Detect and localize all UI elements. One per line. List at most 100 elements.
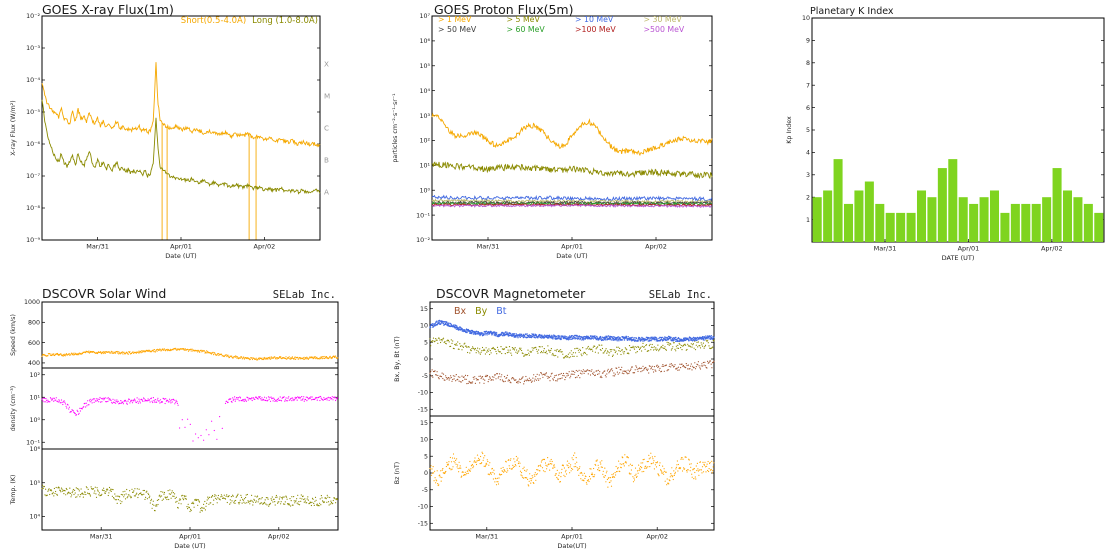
svg-text:10⁻⁵: 10⁻⁵ xyxy=(26,109,40,116)
svg-text:1: 1 xyxy=(806,217,810,224)
proton-legend-item-100mev: >100 MeV xyxy=(575,25,616,34)
wind-chart-title: DSCOVR Solar Wind xyxy=(42,286,167,301)
svg-text:8: 8 xyxy=(806,60,810,67)
svg-text:A: A xyxy=(324,187,329,196)
svg-text:10⁷: 10⁷ xyxy=(419,13,430,20)
mag-plot-canvas: -15 -10 -5 0 5 10 15 Bx, By, Bt (nT) -15 -10 -5 0 5 1… xyxy=(394,301,715,550)
svg-text:10⁴: 10⁴ xyxy=(419,88,430,95)
svg-text:10²: 10² xyxy=(29,372,40,379)
wind-plot-canvas: 400 600 800 1000 Speed (km/s) 10² 10¹ 10⁰ 10⁻¹ de… xyxy=(10,299,339,550)
svg-text:10¹: 10¹ xyxy=(29,394,40,401)
svg-text:10⁻⁸: 10⁻⁸ xyxy=(26,205,40,212)
svg-text:Apr/02: Apr/02 xyxy=(254,243,276,251)
svg-text:B: B xyxy=(324,155,329,164)
svg-text:Mar/31: Mar/31 xyxy=(477,243,500,251)
svg-text:Bx, By, Bt (nT): Bx, By, Bt (nT) xyxy=(394,336,401,382)
svg-text:2: 2 xyxy=(806,194,810,201)
mag-legend-item-bx: Bx xyxy=(454,306,467,317)
svg-text:4: 4 xyxy=(806,150,810,157)
xray-chart-title: GOES X-ray Flux(1m) xyxy=(42,2,174,17)
svg-text:10⁰: 10⁰ xyxy=(419,187,430,194)
svg-text:Mar/31: Mar/31 xyxy=(475,533,498,541)
svg-text:10⁴: 10⁴ xyxy=(29,514,40,521)
svg-text:Apr/01: Apr/01 xyxy=(561,243,583,251)
svg-text:particles cm⁻²·s⁻¹·sr⁻¹: particles cm⁻²·s⁻¹·sr⁻¹ xyxy=(392,93,399,163)
svg-text:600: 600 xyxy=(28,340,40,347)
svg-text:-5: -5 xyxy=(422,487,428,494)
svg-text:400: 400 xyxy=(28,360,40,367)
proton-chart-title: GOES Proton Flux(5m) xyxy=(434,2,574,17)
svg-text:Mar/31: Mar/31 xyxy=(874,245,897,253)
svg-text:9: 9 xyxy=(806,38,810,45)
proton-legend-item-10mev: > 10 MeV xyxy=(575,15,614,24)
svg-text:10¹: 10¹ xyxy=(419,163,430,170)
svg-text:10⁻⁶: 10⁻⁶ xyxy=(26,141,40,148)
svg-text:10⁻⁹: 10⁻⁹ xyxy=(26,237,40,244)
planetary-k-index-chart: Planetary K Index 1 2 3 4 5 6 7 8 9 10 Kp Index Mar… xyxy=(782,2,1112,264)
dscovr-solar-wind-chart: DSCOVR Solar Wind SELab Inc. 400 600 800 10… xyxy=(6,286,348,556)
svg-text:Mar/31: Mar/31 xyxy=(86,243,109,251)
svg-text:X-ray Flux (W/m²): X-ray Flux (W/m²) xyxy=(10,100,17,155)
svg-text:Speed (km/s): Speed (km/s) xyxy=(10,314,17,356)
kp-chart-title: Planetary K Index xyxy=(810,6,894,17)
svg-text:10⁶: 10⁶ xyxy=(419,38,430,45)
proton-legend-item-50mev: > 50 MeV xyxy=(438,25,477,34)
svg-text:10⁶: 10⁶ xyxy=(29,446,40,453)
svg-text:Apr/01: Apr/01 xyxy=(170,243,192,251)
svg-text:10⁻²: 10⁻² xyxy=(26,13,40,20)
xray-legend: Short(0.5-4.0A) Long (1.0-8.0A) xyxy=(181,16,318,26)
svg-text:10⁻⁷: 10⁻⁷ xyxy=(26,173,40,180)
svg-text:Date(UT): Date(UT) xyxy=(557,542,586,550)
svg-text:0: 0 xyxy=(424,470,428,477)
svg-text:10: 10 xyxy=(420,323,428,330)
mag-legend-item-by: By xyxy=(475,306,488,317)
svg-text:15: 15 xyxy=(420,420,428,427)
svg-text:X: X xyxy=(324,59,329,68)
svg-text:Temp. (K): Temp. (K) xyxy=(10,475,17,506)
svg-text:Apr/01: Apr/01 xyxy=(561,533,583,541)
svg-text:10⁻³: 10⁻³ xyxy=(26,45,40,52)
proton-legend-item-1mev: > 1 MeV xyxy=(438,15,472,24)
svg-text:Date (UT): Date (UT) xyxy=(556,252,587,260)
proton-legend-item-500mev: >500 MeV xyxy=(643,25,685,34)
svg-text:3: 3 xyxy=(806,172,810,179)
svg-text:Apr/02: Apr/02 xyxy=(268,533,290,541)
svg-text:5: 5 xyxy=(806,127,810,134)
svg-text:-10: -10 xyxy=(418,504,428,511)
svg-text:7: 7 xyxy=(806,82,810,89)
svg-text:-5: -5 xyxy=(422,373,428,380)
svg-text:15: 15 xyxy=(420,306,428,313)
kp-plot-canvas: 1 2 3 4 5 6 7 8 9 10 Kp Index Mar/31 Apr/01 Apr/02 DAT… xyxy=(786,15,1105,262)
proton-legend-item-60mev: > 60 MeV xyxy=(506,25,545,34)
svg-text:Bz (nT): Bz (nT) xyxy=(394,462,401,484)
svg-text:Date (UT): Date (UT) xyxy=(174,542,205,550)
proton-legend-item-30mev: > 30 MeV xyxy=(643,15,682,24)
mag-legend: Bx By Bt xyxy=(454,306,507,317)
mag-chart-title: DSCOVR Magnetometer xyxy=(436,286,586,301)
goes-xray-flux-chart: GOES X-ray Flux(1m) Short(0.5-4.0A) Long… xyxy=(6,0,338,270)
svg-text:10⁻²: 10⁻² xyxy=(416,237,430,244)
svg-text:10⁻⁴: 10⁻⁴ xyxy=(26,77,40,84)
svg-text:6: 6 xyxy=(806,105,810,112)
proton-legend: > 1 MeV > 5 MeV > 10 MeV > 30 MeV > 50 M… xyxy=(438,15,712,34)
proton-legend-item-5mev: > 5 MeV xyxy=(506,15,540,24)
svg-text:Date (UT): Date (UT) xyxy=(165,252,196,260)
svg-text:Apr/01: Apr/01 xyxy=(179,533,201,541)
xray-plot-canvas: 10⁻² 10⁻³ 10⁻⁴ 10⁻⁵ 10⁻⁶ 10⁻⁷ 10⁻⁸ 10⁻⁹ X-ray Fl… xyxy=(10,13,330,260)
svg-text:Apr/02: Apr/02 xyxy=(645,243,667,251)
goes-proton-flux-chart: GOES Proton Flux(5m) > 1 MeV > 5 MeV > 1… xyxy=(388,0,726,270)
svg-text:density (cm⁻³): density (cm⁻³) xyxy=(10,386,17,431)
svg-text:M: M xyxy=(324,91,330,100)
svg-text:-10: -10 xyxy=(418,390,428,397)
svg-text:0: 0 xyxy=(424,356,428,363)
svg-text:800: 800 xyxy=(28,320,40,327)
svg-text:10³: 10³ xyxy=(419,113,430,120)
dscovr-magnetometer-chart: DSCOVR Magnetometer SELab Inc. Bx By Bt … xyxy=(390,286,726,556)
wind-selab-label: SELab Inc. xyxy=(272,289,336,301)
mag-selab-label: SELab Inc. xyxy=(648,289,712,301)
svg-text:10: 10 xyxy=(802,15,810,22)
svg-text:Mar/31: Mar/31 xyxy=(90,533,113,541)
svg-text:Apr/01: Apr/01 xyxy=(958,245,980,253)
svg-text:Kp Index: Kp Index xyxy=(786,116,793,144)
